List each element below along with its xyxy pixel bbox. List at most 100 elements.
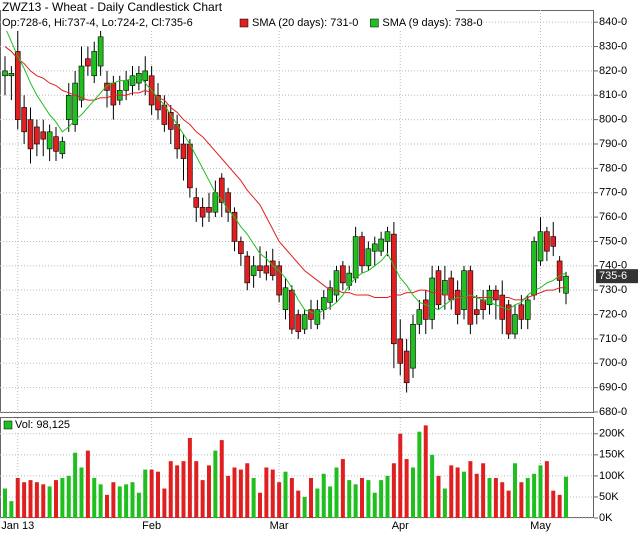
- volume-bar: [442, 488, 447, 518]
- ohlc-text: Op:728-6, Hi:737-4, Lo:724-2, Cl:735-6: [2, 17, 193, 29]
- volume-bar: [474, 473, 479, 518]
- volume-bar: [219, 440, 224, 518]
- legend-bg: [1, 419, 81, 432]
- y-tick-label: 840-0: [599, 16, 627, 28]
- candle-body: [454, 289, 461, 315]
- candle-body: [410, 323, 416, 369]
- volume-tick-label: 0K: [599, 512, 613, 524]
- candle-body: [397, 338, 404, 364]
- y-tick-label: 790-0: [599, 138, 627, 150]
- candle-body: [365, 248, 372, 267]
- volume-bar: [302, 496, 307, 518]
- candle-body: [27, 119, 34, 150]
- volume-bar: [111, 482, 116, 518]
- volume-bar: [187, 438, 192, 518]
- volume-bar: [315, 488, 320, 518]
- candle-body: [123, 80, 129, 91]
- volume-bar: [328, 486, 333, 518]
- candle-body: [257, 265, 263, 271]
- volume-bar: [404, 459, 409, 518]
- volume-bar: [105, 494, 109, 518]
- candle-body: [282, 287, 289, 310]
- volume-bar: [430, 454, 435, 518]
- legend-swatch: [370, 18, 379, 28]
- candle-body: [40, 131, 47, 140]
- volume-bar: [455, 467, 460, 518]
- candle-body: [110, 82, 117, 106]
- volume-bar: [506, 490, 511, 518]
- candle-body: [314, 309, 321, 325]
- volume-bar: [34, 482, 39, 518]
- volume-bar: [22, 482, 27, 518]
- candle-body: [544, 231, 550, 252]
- chart-title: ZWZ13 - Wheat - Daily Candlestick Chart: [2, 0, 223, 14]
- candle-body: [231, 211, 238, 242]
- volume-bar: [98, 484, 103, 518]
- candle-body: [97, 36, 104, 67]
- candle-body: [225, 192, 231, 213]
- volume-bar: [143, 469, 148, 518]
- volume-bar: [487, 478, 492, 518]
- candle-body: [416, 309, 423, 325]
- volume-bar: [564, 476, 568, 518]
- candle-body: [244, 255, 251, 284]
- volume-bar: [207, 465, 211, 518]
- legend-bg: [1, 1, 456, 31]
- volume-bar: [513, 463, 517, 518]
- y-tick-label: 770-0: [599, 187, 627, 199]
- candle-body: [206, 207, 212, 213]
- volume-bar: [175, 465, 180, 518]
- volume-bar: [92, 478, 97, 518]
- volume-tick-label: 100K: [599, 470, 625, 482]
- candle-body: [448, 277, 455, 301]
- volume-bar: [436, 475, 441, 518]
- y-tick-label: 720-0: [599, 308, 627, 320]
- volume-bar: [162, 488, 167, 518]
- candle-body: [531, 241, 537, 296]
- candle-body: [563, 275, 569, 294]
- candle-body: [352, 236, 359, 279]
- candle-body: [537, 231, 544, 262]
- volume-bar: [226, 475, 231, 518]
- volume-bar: [124, 484, 129, 518]
- volume-bar: [232, 467, 237, 518]
- volume-bar: [353, 484, 358, 518]
- candle-body: [550, 236, 557, 247]
- candle-body: [340, 265, 346, 284]
- candle-body: [104, 82, 110, 91]
- x-tick-label: Feb: [142, 520, 161, 532]
- y-tick-label: 740-0: [599, 260, 627, 272]
- volume-bar: [9, 501, 14, 518]
- volume-bar: [251, 478, 256, 518]
- legend-label: SMA (20 days): 731-0: [252, 17, 358, 29]
- volume-bar: [481, 463, 486, 518]
- volume-bar: [340, 459, 345, 518]
- candle-body: [65, 94, 72, 120]
- y-tick-label: 750-0: [599, 235, 627, 247]
- candle-body: [212, 192, 219, 213]
- volume-bar: [149, 469, 154, 518]
- candle-body: [193, 197, 200, 208]
- candle-body: [301, 314, 308, 330]
- y-tick-label: 800-0: [599, 114, 627, 126]
- candle-body: [34, 126, 40, 145]
- volume-bar: [73, 452, 78, 518]
- volume-bar: [366, 480, 371, 518]
- x-tick-label: May: [530, 520, 551, 532]
- candle-body: [53, 136, 59, 152]
- volume-bar: [66, 475, 71, 518]
- y-tick-label: 710-0: [599, 333, 627, 345]
- volume-bar: [289, 478, 294, 518]
- candle-body: [129, 75, 136, 86]
- candle-body: [518, 304, 525, 320]
- volume-bar: [156, 471, 160, 518]
- volume-bar: [544, 461, 549, 518]
- sma-line: [4, 26, 567, 316]
- candle-body: [327, 287, 333, 303]
- last-price-box: [596, 269, 638, 284]
- candle-body: [403, 350, 410, 384]
- volume-bar: [391, 463, 396, 518]
- x-tick-label: Mar: [270, 520, 289, 532]
- volume-bar: [500, 482, 505, 518]
